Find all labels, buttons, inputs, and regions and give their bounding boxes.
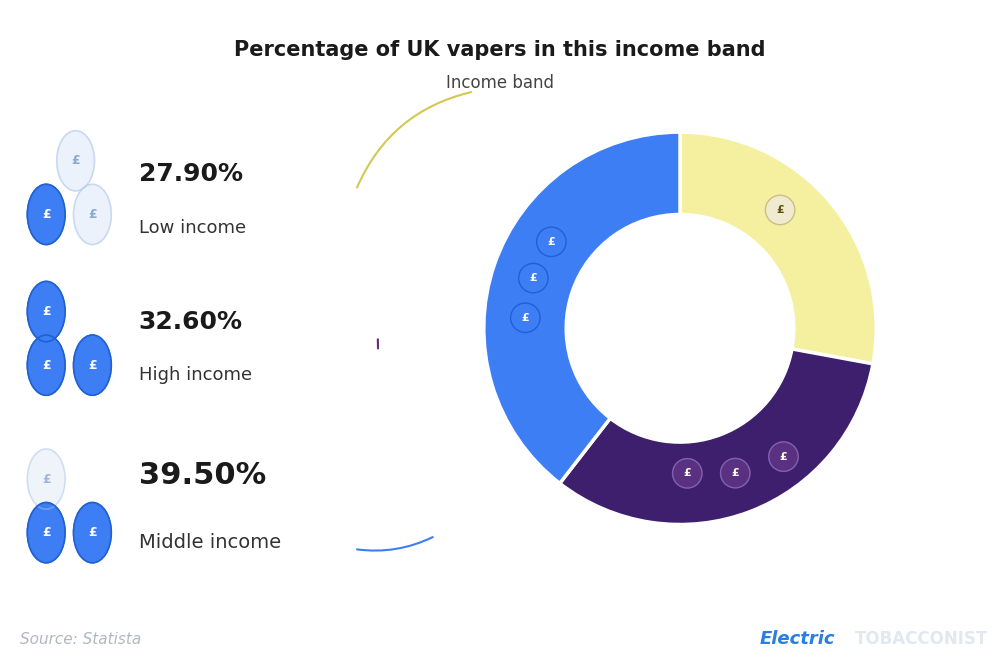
Circle shape	[74, 335, 111, 395]
Text: £: £	[42, 208, 51, 221]
Circle shape	[765, 195, 795, 224]
Text: Electric: Electric	[760, 630, 836, 648]
Circle shape	[74, 184, 111, 245]
Circle shape	[769, 442, 798, 471]
Text: 39.50%: 39.50%	[139, 461, 266, 490]
Text: £: £	[88, 208, 97, 221]
Text: 32.60%: 32.60%	[139, 310, 243, 334]
Text: Source: Statista: Source: Statista	[20, 632, 141, 647]
Text: £: £	[530, 273, 537, 283]
Text: £: £	[42, 526, 51, 539]
Text: £: £	[522, 313, 529, 323]
Circle shape	[519, 263, 548, 293]
Text: £: £	[42, 472, 51, 486]
Circle shape	[27, 502, 65, 563]
Circle shape	[27, 335, 65, 395]
Text: £: £	[683, 468, 691, 478]
Text: £: £	[88, 358, 97, 372]
Wedge shape	[680, 132, 876, 364]
Text: £: £	[780, 452, 787, 462]
Text: Low income: Low income	[139, 219, 246, 237]
Text: £: £	[42, 305, 51, 318]
Circle shape	[27, 449, 65, 509]
Text: TOBACCONIST: TOBACCONIST	[855, 630, 988, 648]
Circle shape	[537, 227, 566, 257]
Text: £: £	[71, 154, 80, 168]
Text: £: £	[731, 468, 739, 478]
Text: 27.90%: 27.90%	[139, 162, 243, 186]
Text: Percentage of UK vapers in this income band: Percentage of UK vapers in this income b…	[234, 40, 766, 60]
Text: £: £	[776, 205, 784, 215]
Circle shape	[27, 184, 65, 245]
Circle shape	[511, 303, 540, 332]
Circle shape	[721, 458, 750, 488]
Text: £: £	[548, 237, 555, 247]
Wedge shape	[560, 349, 873, 525]
Text: £: £	[42, 358, 51, 372]
Circle shape	[74, 502, 111, 563]
Circle shape	[27, 281, 65, 342]
Wedge shape	[484, 132, 680, 483]
Circle shape	[673, 458, 702, 488]
Text: £: £	[88, 526, 97, 539]
Circle shape	[57, 131, 94, 191]
Text: Income band: Income band	[446, 74, 554, 92]
Text: Middle income: Middle income	[139, 533, 281, 552]
Text: High income: High income	[139, 366, 252, 384]
